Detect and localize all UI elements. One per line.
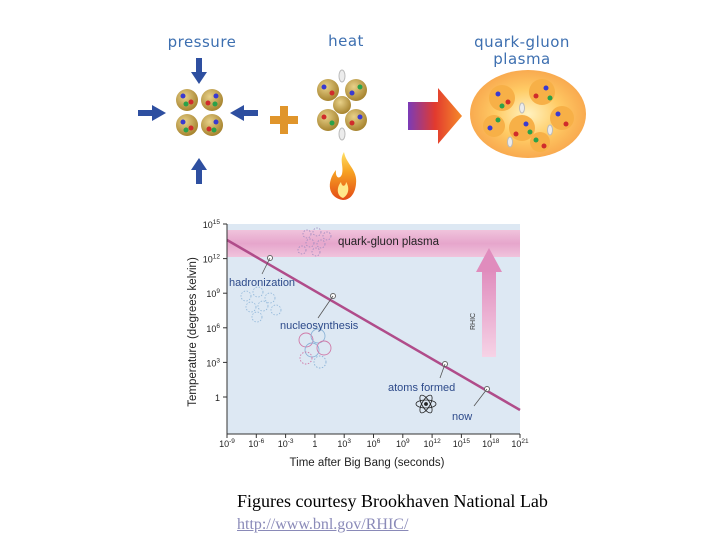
x-tick-label: 1021	[511, 438, 529, 449]
x-tick-group: 10-9 10-6 10-3 1 103 106 109 1012 1015 1018 1021	[219, 434, 529, 449]
pressure-arrows	[138, 58, 258, 184]
qgp-particles-icon	[297, 227, 332, 257]
source-link[interactable]: http://www.bnl.gov/RHIC/	[237, 516, 409, 533]
qgp-blob	[470, 70, 586, 158]
nucleus-cluster-icon	[298, 328, 332, 369]
figure-caption: Figures courtesy Brookhaven National Lab	[237, 491, 548, 511]
flame-icon	[329, 152, 357, 200]
x-tick-label: 103	[337, 438, 351, 449]
x-tick-label: 1018	[482, 438, 500, 449]
heat-label: heat	[328, 32, 364, 50]
hadron-cluster-icon	[240, 286, 282, 323]
plus-icon	[270, 106, 298, 134]
heat-nuclei	[317, 69, 367, 141]
pressure-nuclei	[176, 89, 223, 136]
rhic-arrow	[476, 248, 502, 357]
x-tick-label: 10-3	[278, 438, 294, 449]
plot-panel	[227, 224, 520, 434]
transition-arrow	[408, 88, 462, 144]
cooling-line	[226, 238, 521, 412]
x-tick-label: 1015	[453, 438, 471, 449]
qgp-band	[227, 230, 520, 257]
annotation-atoms: atoms formed	[388, 382, 455, 394]
x-axis-label: Time after Big Bang (seconds)	[290, 457, 445, 469]
y-tick-label: 103	[206, 357, 220, 368]
pressure-label: pressure	[167, 33, 237, 51]
x-tick-label: 1012	[423, 438, 441, 449]
x-tick-label: 1	[312, 439, 317, 449]
x-tick-label: 10-9	[219, 438, 235, 449]
band-label: quark-gluon plasma	[338, 236, 440, 248]
annotation-nucleosynthesis: nucleosynthesis	[280, 320, 359, 332]
y-tick-label: 106	[206, 323, 220, 334]
atom-icon	[415, 394, 437, 414]
y-tick-label: 1	[215, 393, 220, 403]
annotation-now: now	[452, 411, 472, 423]
qgp-label: quark-gluon plasma	[474, 33, 570, 68]
annotation-hadronization: hadronization	[229, 277, 295, 289]
x-tick-label: 106	[367, 438, 381, 449]
x-tick-label: 109	[396, 438, 410, 449]
temperature-time-chart: RHIC quark-gluon plasma hadronization nu	[187, 219, 529, 469]
matter-transition-illustration	[138, 58, 586, 200]
y-tick-label: 109	[206, 288, 220, 299]
y-tick-label: 1012	[203, 254, 221, 265]
y-tick-group: 1015 1012 109 106 103 1	[203, 219, 227, 403]
y-tick-label: 1015	[203, 219, 221, 230]
x-tick-label: 10-6	[248, 438, 264, 449]
rhic-label: RHIC	[470, 313, 477, 330]
y-axis-label: Temperature (degrees kelvin)	[187, 257, 199, 407]
